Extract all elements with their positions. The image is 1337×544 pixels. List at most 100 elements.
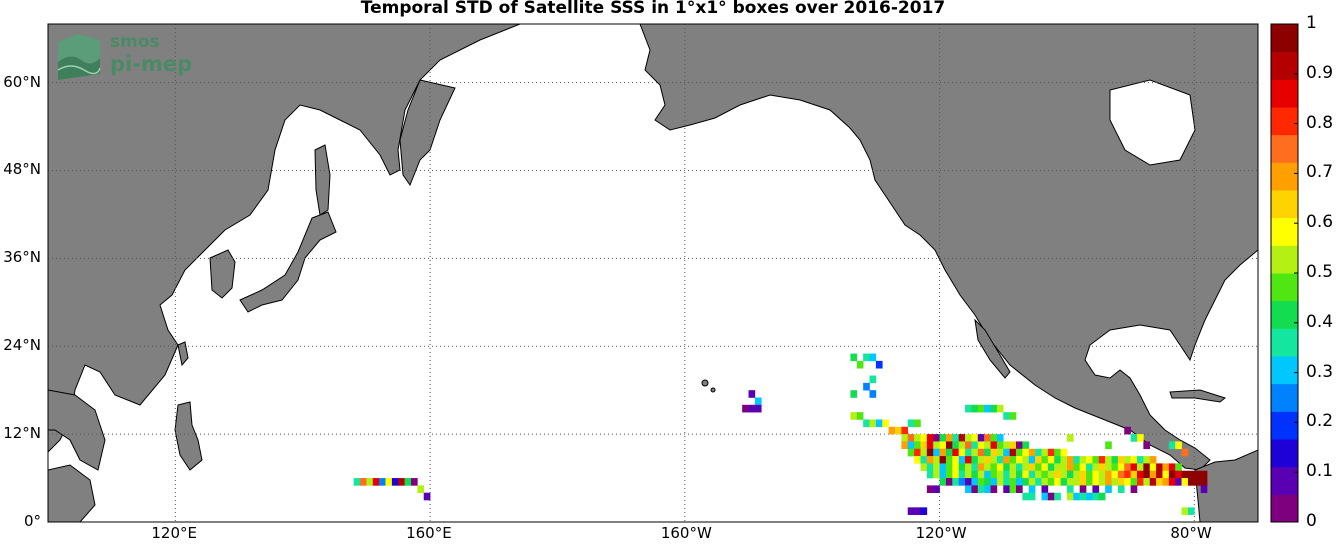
std-cell: [1016, 485, 1023, 494]
std-cell: [1162, 478, 1170, 486]
std-cell: [1117, 456, 1125, 464]
std-cell: [1066, 434, 1074, 442]
std-cell: [1117, 463, 1125, 472]
std-cell: [1047, 456, 1055, 464]
std-cell: [977, 470, 985, 479]
std-cell: [907, 441, 915, 450]
std-cell: [1066, 470, 1074, 479]
std-cell: [1200, 485, 1208, 494]
std-cell: [1130, 463, 1138, 472]
std-cell: [939, 478, 947, 486]
std-cell: [1060, 456, 1068, 464]
std-cell: [1041, 463, 1049, 472]
std-cell: [1156, 470, 1163, 479]
std-cell: [1143, 470, 1151, 479]
std-cell: [360, 478, 367, 486]
std-cell: [1149, 463, 1157, 472]
std-cell: [926, 485, 934, 494]
std-cell: [1054, 448, 1061, 457]
std-cell: [939, 463, 947, 472]
std-cell: [1098, 492, 1106, 501]
std-cell: [945, 434, 953, 442]
std-cell: [869, 353, 877, 362]
std-cell: [901, 426, 909, 435]
std-cell: [1060, 463, 1068, 472]
longitude-label: 160°W: [660, 524, 712, 542]
indochina: [48, 389, 106, 471]
std-cell: [984, 441, 991, 450]
std-cell: [869, 375, 877, 384]
std-cell: [1117, 470, 1125, 479]
colorbar-tick-label: 0.5: [1306, 262, 1334, 282]
std-cell: [977, 456, 985, 464]
std-cell: [984, 478, 991, 486]
std-cell: [1066, 492, 1074, 501]
std-cell: [920, 448, 928, 457]
std-cell: [1086, 492, 1093, 501]
std-cell: [1098, 463, 1106, 472]
std-cell: [1041, 485, 1049, 494]
std-cell: [1124, 426, 1131, 435]
std-cell: [1028, 492, 1036, 501]
std-cell: [958, 441, 966, 450]
std-cell: [895, 426, 902, 435]
longitude-label: 120°W: [915, 524, 967, 542]
std-cell: [977, 463, 985, 472]
colorbar-segment: [1271, 217, 1298, 246]
std-cell: [971, 478, 979, 486]
colorbar-segment: [1271, 107, 1298, 136]
std-cell: [1137, 470, 1144, 479]
std-cell: [863, 353, 870, 362]
std-cell: [965, 404, 972, 413]
std-cell: [1130, 478, 1138, 486]
std-cell: [1200, 478, 1208, 486]
hawaii-islands: [701, 379, 709, 387]
hudson-bay: [1109, 79, 1196, 166]
std-cell: [914, 507, 921, 515]
north-america: [639, 24, 1258, 471]
std-cell: [990, 448, 998, 457]
std-cell: [984, 463, 991, 472]
std-cell: [372, 478, 380, 486]
std-cell: [1162, 463, 1170, 472]
std-cell: [1181, 470, 1189, 479]
std-cell: [926, 448, 934, 457]
std-cell: [1066, 478, 1074, 486]
std-cell: [1098, 470, 1106, 479]
colorbar-segment: [1271, 24, 1298, 53]
std-cell: [990, 404, 998, 413]
std-cell: [933, 434, 940, 442]
std-cell: [1092, 470, 1100, 479]
colorbar-tick-label: 0.1: [1306, 461, 1334, 482]
std-cell: [1016, 463, 1023, 472]
std-cell: [1181, 478, 1189, 486]
std-cell: [971, 448, 979, 457]
std-cell: [1137, 456, 1144, 464]
std-cell: [1149, 456, 1157, 464]
longitude-label: 80°W: [1170, 524, 1212, 542]
std-cell: [1105, 485, 1112, 494]
std-cell: [990, 485, 998, 494]
std-cell: [984, 404, 991, 413]
std-cell: [1079, 463, 1087, 472]
std-cell: [977, 448, 985, 457]
std-cell: [996, 478, 1004, 486]
std-cell: [1162, 470, 1170, 479]
baja-california: [974, 318, 1011, 379]
std-cell: [754, 397, 762, 406]
std-cell: [958, 478, 966, 486]
std-cell: [977, 404, 985, 413]
std-cell: [990, 463, 998, 472]
std-cell: [952, 478, 959, 486]
std-cell: [958, 448, 966, 457]
std-cell: [1035, 456, 1042, 464]
std-cell: [990, 470, 998, 479]
std-cell: [856, 360, 864, 369]
std-cell: [742, 404, 749, 413]
std-cell: [1156, 478, 1163, 486]
std-cell: [984, 456, 991, 464]
std-cell: [914, 441, 921, 450]
std-cell: [1073, 492, 1080, 501]
std-cell: [990, 434, 998, 442]
std-cell: [856, 412, 864, 420]
